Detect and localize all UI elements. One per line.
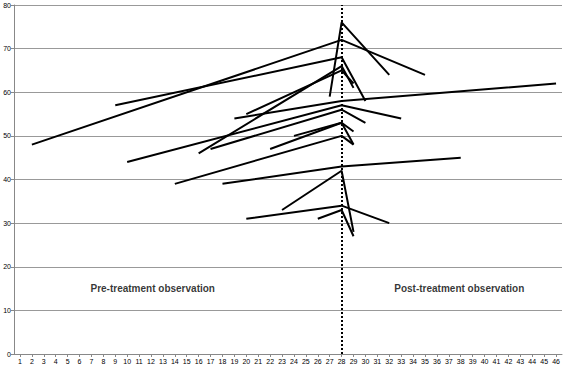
svg-text:9: 9	[113, 358, 117, 365]
svg-text:13: 13	[159, 358, 167, 365]
svg-text:38: 38	[457, 358, 465, 365]
svg-text:35: 35	[421, 358, 429, 365]
svg-text:7: 7	[89, 358, 93, 365]
svg-text:34: 34	[409, 358, 417, 365]
svg-text:46: 46	[552, 358, 560, 365]
svg-text:37: 37	[445, 358, 453, 365]
svg-text:21: 21	[254, 358, 262, 365]
svg-text:16: 16	[195, 358, 203, 365]
svg-text:29: 29	[350, 358, 358, 365]
svg-text:8: 8	[101, 358, 105, 365]
svg-text:12: 12	[147, 358, 155, 365]
svg-text:1: 1	[18, 358, 22, 365]
svg-text:10: 10	[123, 358, 131, 365]
svg-text:2: 2	[30, 358, 34, 365]
svg-text:32: 32	[385, 358, 393, 365]
svg-text:Pre-treatment observation: Pre-treatment observation	[90, 283, 214, 294]
svg-text:30: 30	[362, 358, 370, 365]
svg-text:30: 30	[3, 220, 11, 227]
svg-text:50: 50	[3, 132, 11, 139]
svg-text:43: 43	[516, 358, 524, 365]
svg-text:20: 20	[3, 263, 11, 270]
svg-text:19: 19	[230, 358, 238, 365]
svg-text:11: 11	[135, 358, 142, 365]
svg-text:14: 14	[171, 358, 179, 365]
svg-text:45: 45	[540, 358, 548, 365]
svg-text:15: 15	[183, 358, 191, 365]
svg-text:27: 27	[326, 358, 334, 365]
svg-text:17: 17	[207, 358, 215, 365]
svg-text:10: 10	[3, 307, 11, 314]
svg-text:33: 33	[397, 358, 405, 365]
svg-text:3: 3	[42, 358, 46, 365]
svg-text:60: 60	[3, 89, 11, 96]
svg-text:42: 42	[504, 358, 512, 365]
svg-text:0: 0	[7, 351, 11, 358]
svg-text:28: 28	[338, 358, 346, 365]
svg-text:5: 5	[66, 358, 70, 365]
svg-text:6: 6	[78, 358, 82, 365]
svg-text:39: 39	[469, 358, 477, 365]
svg-text:31: 31	[373, 358, 381, 365]
svg-text:80: 80	[3, 2, 11, 9]
svg-text:Post-treatment observation: Post-treatment observation	[394, 283, 524, 294]
svg-text:40: 40	[3, 176, 11, 183]
svg-text:25: 25	[302, 358, 310, 365]
svg-text:26: 26	[314, 358, 322, 365]
svg-text:18: 18	[219, 358, 227, 365]
svg-text:4: 4	[54, 358, 58, 365]
svg-text:22: 22	[266, 358, 274, 365]
svg-text:36: 36	[433, 358, 441, 365]
svg-text:24: 24	[290, 358, 298, 365]
svg-text:20: 20	[242, 358, 250, 365]
svg-text:23: 23	[278, 358, 286, 365]
svg-text:41: 41	[493, 358, 501, 365]
svg-text:44: 44	[528, 358, 536, 365]
svg-text:40: 40	[481, 358, 489, 365]
svg-text:70: 70	[3, 45, 11, 52]
